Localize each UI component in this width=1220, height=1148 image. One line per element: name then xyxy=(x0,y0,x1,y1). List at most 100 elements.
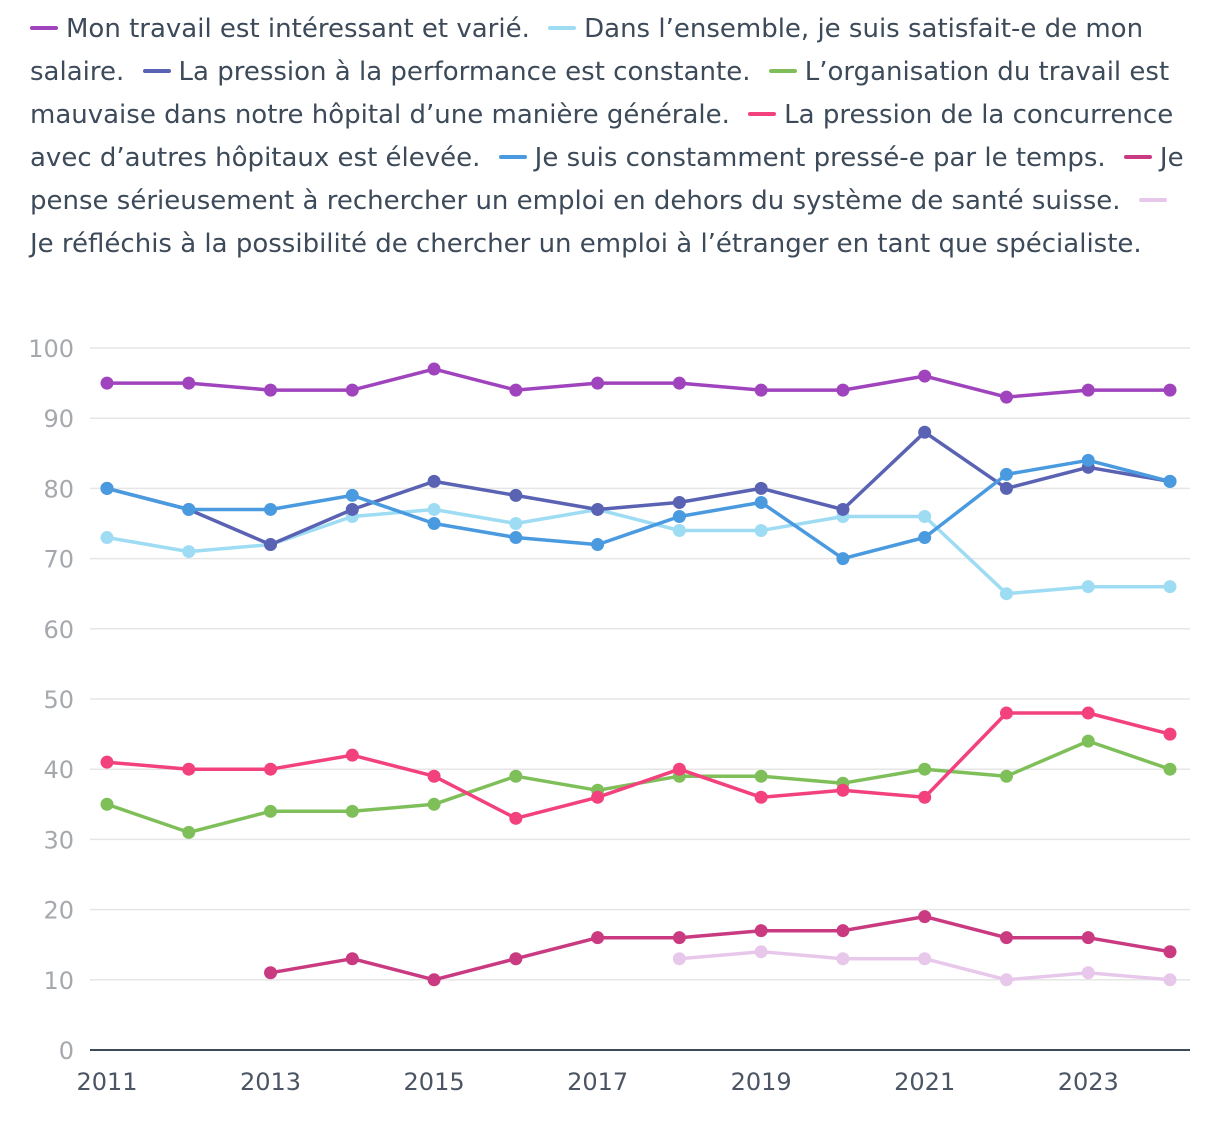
legend-swatch xyxy=(748,111,777,116)
y-tick-label: 90 xyxy=(43,405,74,433)
data-point xyxy=(427,502,441,516)
series-line xyxy=(105,430,1172,547)
data-point xyxy=(345,952,359,966)
x-tick-label: 2011 xyxy=(76,1068,137,1096)
data-point xyxy=(1163,580,1177,594)
legend-label: L’organisation du travail est mauvaise d… xyxy=(30,57,1170,130)
data-point xyxy=(345,502,359,516)
data-point xyxy=(918,425,932,439)
data-point xyxy=(100,755,114,769)
data-point xyxy=(1081,966,1095,980)
legend-item-7[interactable]: Je pense sérieusement à rechercher un em… xyxy=(30,143,1184,216)
series-line xyxy=(105,367,1172,399)
data-point xyxy=(836,552,850,566)
data-point xyxy=(100,481,114,495)
legend-item-3[interactable]: La pression à la performance est constan… xyxy=(142,57,751,87)
series-1 xyxy=(100,362,1177,404)
series-line xyxy=(268,914,1172,982)
data-point xyxy=(918,531,932,545)
data-point xyxy=(427,517,441,530)
data-point xyxy=(345,383,359,397)
data-point xyxy=(1163,474,1177,488)
series-7 xyxy=(264,910,1177,987)
data-point xyxy=(427,362,441,376)
y-tick-label: 50 xyxy=(43,686,74,714)
data-point xyxy=(509,517,523,530)
data-point xyxy=(836,924,850,938)
y-tick-label: 20 xyxy=(43,897,74,925)
data-point xyxy=(672,495,686,509)
data-point xyxy=(754,945,768,959)
data-point xyxy=(836,952,850,966)
legend-item-8[interactable]: Je réfléchis à la possibilité de cherche… xyxy=(30,186,1175,259)
data-point xyxy=(672,509,686,523)
data-point xyxy=(264,383,278,397)
data-point xyxy=(509,488,523,502)
data-point xyxy=(591,538,605,552)
x-tick-label: 2015 xyxy=(404,1068,465,1096)
x-tick-label: 2013 xyxy=(240,1068,301,1096)
data-point xyxy=(1163,973,1177,987)
data-point xyxy=(836,383,850,397)
data-point xyxy=(509,811,523,825)
data-point xyxy=(1081,383,1095,397)
legend-item-6[interactable]: Je suis constamment pressé-e par le temp… xyxy=(498,143,1106,173)
y-tick-label: 100 xyxy=(28,335,74,363)
series-line xyxy=(105,739,1172,835)
series-8 xyxy=(672,945,1177,987)
data-point xyxy=(591,502,605,516)
y-tick-label: 80 xyxy=(43,475,74,503)
legend-item-4[interactable]: L’organisation du travail est mauvaise d… xyxy=(30,57,1169,130)
data-point xyxy=(509,769,523,783)
legend-label: Mon travail est intéressant et varié. xyxy=(66,14,530,44)
y-tick-label: 70 xyxy=(43,546,74,574)
data-point xyxy=(591,931,605,945)
data-point xyxy=(264,762,278,776)
series-5 xyxy=(100,706,1177,825)
data-point xyxy=(182,545,196,559)
y-tick-label: 40 xyxy=(43,756,74,784)
data-point xyxy=(1081,580,1095,594)
legend-item-5[interactable]: La pression de la concurrence avec d’aut… xyxy=(30,100,1173,173)
data-point xyxy=(182,502,196,516)
data-point xyxy=(264,966,278,980)
series-line xyxy=(105,711,1172,821)
data-point xyxy=(918,369,932,383)
data-point xyxy=(999,931,1013,945)
data-point xyxy=(672,524,686,538)
data-point xyxy=(918,790,932,804)
legend-label: Je pense sérieusement à rechercher un em… xyxy=(30,143,1184,216)
data-point xyxy=(1081,453,1095,467)
legend-swatch xyxy=(1138,197,1167,202)
data-point xyxy=(1163,383,1177,397)
y-tick-label: 60 xyxy=(43,616,74,644)
data-point xyxy=(836,783,850,797)
data-point xyxy=(1163,727,1177,741)
legend-item-1[interactable]: Mon travail est intéressant et varié. xyxy=(30,14,530,44)
data-point xyxy=(427,797,441,811)
data-point xyxy=(999,467,1013,481)
legend-swatch xyxy=(1123,154,1152,159)
y-tick-label: 10 xyxy=(43,967,74,995)
data-point xyxy=(999,587,1013,601)
data-point xyxy=(999,769,1013,783)
legend-swatch xyxy=(768,68,797,73)
legend-label: La pression à la performance est constan… xyxy=(178,57,751,87)
data-point xyxy=(672,931,686,945)
data-point xyxy=(754,495,768,509)
data-point xyxy=(999,481,1013,495)
data-point xyxy=(100,797,114,811)
data-point xyxy=(999,706,1013,720)
series-group xyxy=(100,362,1177,987)
x-tick-label: 2017 xyxy=(567,1068,628,1096)
grid xyxy=(90,347,1190,981)
data-point xyxy=(1163,762,1177,776)
data-point xyxy=(836,502,850,516)
x-tick-label: 2023 xyxy=(1058,1068,1119,1096)
legend-item-2[interactable]: Dans l’ensemble, je suis satisfait-e de … xyxy=(30,14,1143,87)
data-point xyxy=(918,509,932,523)
data-point xyxy=(264,502,278,516)
x-tick-label: 2019 xyxy=(731,1068,792,1096)
data-point xyxy=(345,748,359,762)
series-4 xyxy=(100,734,1177,839)
